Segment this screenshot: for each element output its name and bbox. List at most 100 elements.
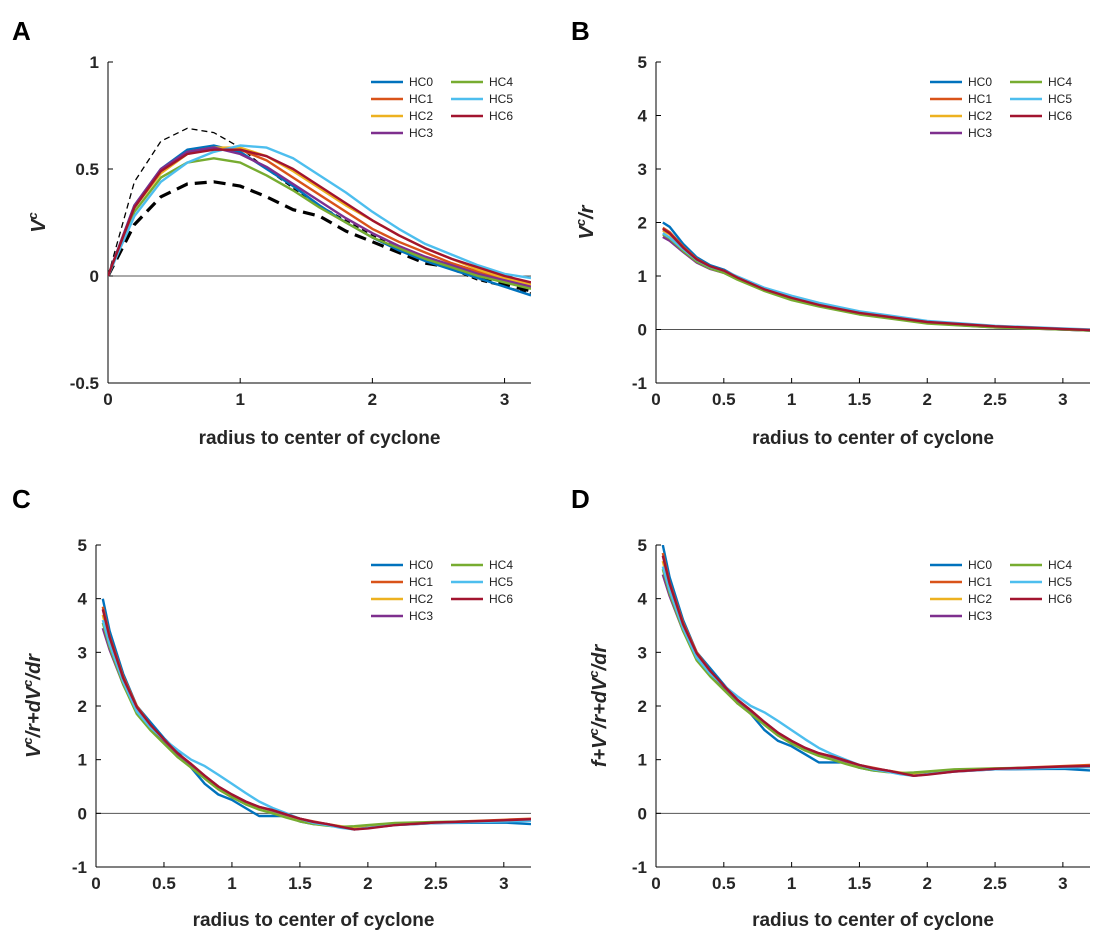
x-tick-label: 1 bbox=[787, 874, 796, 893]
legend: HC0 HC1 HC2 HC3 HC4 HC5 HC6 bbox=[930, 558, 1072, 623]
x-tick-label: 0 bbox=[651, 874, 660, 893]
series-line-hc0 bbox=[108, 144, 531, 297]
y-tick-label: -0.5 bbox=[70, 374, 99, 393]
legend-label-hc3: HC3 bbox=[968, 609, 992, 623]
y-tick-label: -1 bbox=[632, 858, 647, 877]
legend-label-hc6: HC6 bbox=[1048, 109, 1072, 123]
x-tick-label: 3 bbox=[1058, 390, 1067, 409]
x-tick-label: 2 bbox=[923, 390, 932, 409]
y-tick-label: 3 bbox=[78, 643, 87, 662]
plot-area bbox=[108, 127, 531, 297]
x-tick-label: 1.5 bbox=[848, 390, 872, 409]
x-tick-label: 2 bbox=[363, 874, 372, 893]
x-tick-label: 3 bbox=[500, 390, 509, 409]
x-tick-label: 0 bbox=[651, 390, 660, 409]
series-line-hc3 bbox=[101, 627, 531, 831]
series-line-hc6 bbox=[108, 148, 531, 284]
y-tick-label: 1 bbox=[90, 53, 99, 72]
series-line-hc0 bbox=[661, 545, 1090, 776]
legend-label-hc2: HC2 bbox=[409, 109, 433, 123]
legend-label-hc1: HC1 bbox=[968, 92, 992, 106]
panel-letter-a: A bbox=[12, 16, 31, 46]
x-tick-label: 1 bbox=[227, 874, 236, 893]
x-tick-label: 0 bbox=[91, 874, 100, 893]
series-line-hc0 bbox=[101, 598, 531, 829]
y-tick-label: 0 bbox=[78, 804, 87, 823]
series-line-hc3 bbox=[108, 146, 531, 288]
plot-area bbox=[101, 598, 531, 831]
y-axis-title: f+Vc/r+dVc/dr bbox=[586, 644, 611, 768]
legend-label-hc1: HC1 bbox=[968, 575, 992, 589]
legend-label-hc4: HC4 bbox=[1048, 75, 1072, 89]
legend-label-hc5: HC5 bbox=[489, 575, 513, 589]
y-tick-label: 1 bbox=[638, 267, 647, 286]
legend-label-hc3: HC3 bbox=[409, 609, 433, 623]
x-axis-title: radius to center of cyclone bbox=[752, 910, 994, 931]
y-axis-title: Vc/r+dVc/dr bbox=[20, 653, 45, 758]
x-axis-title: radius to center of cyclone bbox=[752, 428, 994, 449]
plot-area bbox=[661, 545, 1090, 777]
x-tick-label: 2.5 bbox=[983, 390, 1007, 409]
legend-label-hc2: HC2 bbox=[968, 109, 992, 123]
legend-label-hc5: HC5 bbox=[1048, 575, 1072, 589]
y-tick-label: -1 bbox=[72, 858, 87, 877]
series-line-hc6 bbox=[661, 555, 1090, 777]
series-line-hc4 bbox=[661, 568, 1090, 775]
y-tick-label: 2 bbox=[78, 697, 87, 716]
panel-letter-d: D bbox=[571, 484, 590, 514]
y-axis-title: Vc/r bbox=[573, 204, 598, 239]
legend: HC0 HC1 HC2 HC3 HC4 HC5 HC6 bbox=[371, 558, 513, 623]
legend-label-hc1: HC1 bbox=[409, 92, 433, 106]
x-axis-title: radius to center of cyclone bbox=[199, 428, 441, 449]
panel-letter-b: B bbox=[571, 16, 590, 46]
x-tick-label: 2 bbox=[368, 390, 377, 409]
x-tick-label: 2.5 bbox=[983, 874, 1007, 893]
legend-label-hc4: HC4 bbox=[489, 558, 513, 572]
y-tick-label: 2 bbox=[638, 697, 647, 716]
legend-label-hc3: HC3 bbox=[968, 126, 992, 140]
legend-label-hc4: HC4 bbox=[1048, 558, 1072, 572]
y-tick-label: 4 bbox=[78, 590, 88, 609]
series-line-hc4 bbox=[662, 233, 1090, 332]
series-line-hc6 bbox=[662, 227, 1090, 332]
y-tick-label: 5 bbox=[638, 53, 647, 72]
legend-label-hc0: HC0 bbox=[409, 558, 433, 572]
legend-label-hc5: HC5 bbox=[1048, 92, 1072, 106]
x-tick-label: 2.5 bbox=[424, 874, 448, 893]
series-line-hc2 bbox=[101, 614, 531, 829]
x-tick-label: 1.5 bbox=[848, 874, 872, 893]
x-tick-label: 1 bbox=[235, 390, 244, 409]
legend-label-hc3: HC3 bbox=[409, 126, 433, 140]
y-axis-title: Vc bbox=[25, 211, 50, 232]
legend-label-hc6: HC6 bbox=[489, 109, 513, 123]
y-tick-label: -1 bbox=[632, 374, 647, 393]
legend-label-hc5: HC5 bbox=[489, 92, 513, 106]
panel-letter-c: C bbox=[12, 484, 31, 514]
series-line-hc5 bbox=[101, 619, 531, 831]
x-tick-label: 0.5 bbox=[152, 874, 176, 893]
series-line-hc1 bbox=[661, 552, 1090, 776]
x-axis-title: radius to center of cyclone bbox=[193, 910, 435, 931]
y-tick-label: 0 bbox=[90, 267, 99, 286]
y-tick-label: 5 bbox=[638, 536, 647, 555]
series-line-hc3 bbox=[661, 574, 1090, 777]
legend-label-hc0: HC0 bbox=[968, 75, 992, 89]
series-line-hc1 bbox=[101, 606, 531, 830]
series-line-hc5 bbox=[108, 144, 531, 280]
y-tick-label: 3 bbox=[638, 160, 647, 179]
y-tick-label: 1 bbox=[78, 751, 87, 770]
x-tick-label: 2 bbox=[923, 874, 932, 893]
x-tick-label: 3 bbox=[1058, 874, 1067, 893]
y-tick-label: 0 bbox=[638, 804, 647, 823]
x-tick-label: 3 bbox=[499, 874, 508, 893]
y-tick-label: 4 bbox=[638, 107, 648, 126]
y-tick-label: 5 bbox=[78, 536, 87, 555]
x-tick-label: 0 bbox=[103, 390, 112, 409]
x-tick-label: 0.5 bbox=[712, 874, 736, 893]
legend-label-hc6: HC6 bbox=[489, 592, 513, 606]
legend-label-hc0: HC0 bbox=[968, 558, 992, 572]
y-tick-label: 2 bbox=[638, 214, 647, 233]
